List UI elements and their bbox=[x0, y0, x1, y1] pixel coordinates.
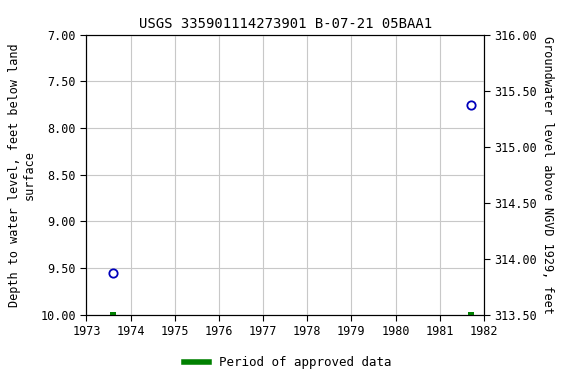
Y-axis label: Depth to water level, feet below land
surface: Depth to water level, feet below land su… bbox=[8, 43, 36, 306]
Legend: Period of approved data: Period of approved data bbox=[179, 351, 397, 374]
Y-axis label: Groundwater level above NGVD 1929, feet: Groundwater level above NGVD 1929, feet bbox=[541, 36, 554, 314]
Title: USGS 335901114273901 B-07-21 05BAA1: USGS 335901114273901 B-07-21 05BAA1 bbox=[139, 17, 431, 31]
